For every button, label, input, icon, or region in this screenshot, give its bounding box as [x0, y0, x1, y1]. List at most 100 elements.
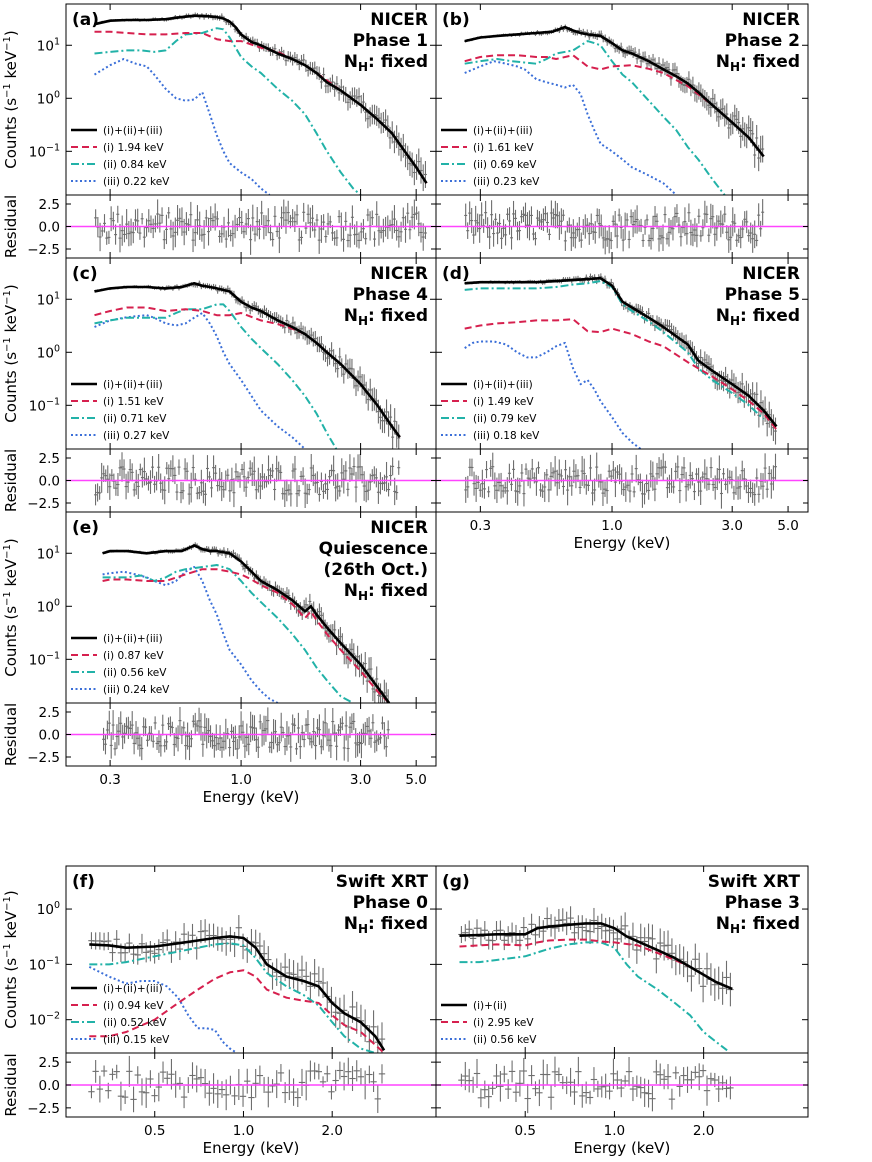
x-tick-label: 0.5 [144, 1123, 165, 1139]
panel-title-line: Phase 4 [353, 285, 429, 305]
series-total-line [459, 922, 733, 991]
x-tick-label: 5.0 [777, 518, 798, 534]
residual-tick-label: 0.0 [39, 1078, 60, 1094]
nh-fixed-label: NH: fixed [344, 52, 428, 74]
nh-fixed-label: NH: fixed [344, 914, 428, 936]
x-axis-label: Energy (keV) [574, 1139, 671, 1157]
panel-label: (c) [72, 264, 98, 284]
legend-entry: (i) 1.94 keV [103, 142, 164, 154]
legend-entry: (i) 0.94 keV [103, 1000, 164, 1012]
legend-f: (i)+(ii)+(iii) (i) 0.94 keV (ii) 0.52 keV (… [71, 983, 170, 1046]
x-axis-label: Energy (keV) [203, 788, 300, 806]
y-tick-label: 10−2 [29, 1011, 60, 1029]
x-tick-label: 1.0 [233, 1123, 254, 1139]
panel-label: (e) [72, 518, 99, 538]
residual-tick-label: 2.5 [39, 451, 60, 467]
x-tick-label: 0.5 [514, 1123, 535, 1139]
x-tick-label: 5.0 [405, 772, 426, 788]
legend-entry: (i)+(ii)+(iii) [473, 379, 533, 391]
panel-title-line: Swift XRT [708, 872, 801, 892]
nh-fixed-label: NH: fixed [716, 52, 800, 74]
residual-tick-label: 2.5 [39, 705, 60, 721]
legend-entry: (i)+(ii)+(iii) [103, 125, 163, 137]
y-tick-label: 10−1 [29, 650, 60, 668]
y-axis-label: Counts (s−1 keV−1) [2, 284, 20, 423]
x-axis-label: Energy (keV) [574, 534, 671, 552]
panel-label: (a) [72, 10, 99, 30]
residuals-c [94, 452, 401, 508]
panel-title-line: Quiescence [319, 539, 428, 559]
legend-entry: (ii) 0.52 keV [103, 1017, 167, 1029]
residual-tick-label: −2.5 [27, 496, 60, 512]
panel-title-line: Phase 3 [725, 893, 800, 913]
residuals-g [458, 1056, 734, 1114]
model-lines-c [94, 282, 401, 449]
panel-label: (g) [442, 872, 470, 892]
panel-title-line: Swift XRT [336, 872, 429, 892]
y-axis-label: Counts (s−1 keV−1) [2, 30, 20, 169]
residual-tick-label: −2.5 [27, 1101, 60, 1117]
legend-entry: (ii) 0.56 keV [473, 1034, 537, 1046]
legend-entry: (i) 1.51 keV [103, 396, 164, 408]
nh-fixed-label: NH: fixed [716, 914, 800, 936]
series-comp_ii-line [94, 27, 362, 195]
legend-entry: (ii) 0.69 keV [473, 159, 537, 171]
legend-b: (i)+(ii)+(iii) (i) 1.61 keV (ii) 0.69 keV (… [441, 125, 540, 188]
series-comp_iii-line [93, 58, 271, 195]
x-tick-label: 1.0 [601, 518, 622, 534]
legend-entry: (iii) 0.18 keV [473, 430, 540, 442]
model-lines-f [88, 935, 386, 1053]
panel-label: (d) [442, 264, 470, 284]
series-total-line [94, 14, 428, 184]
legend-entry: (i)+(ii)+(iii) [103, 983, 163, 995]
legend-e: (i)+(ii)+(iii) (i) 0.87 keV (ii) 0.56 keV (… [71, 633, 170, 696]
legend-entry: (i) 0.87 keV [103, 650, 164, 662]
residual-tick-label: 2.5 [39, 197, 60, 213]
residual-axis-label: Residual [2, 449, 20, 512]
series-total-line [464, 276, 778, 428]
legend-d: (i)+(ii)+(iii) (i) 1.49 keV (ii) 0.79 keV (… [441, 379, 540, 442]
legend-entry: (i)+(ii) [473, 1000, 507, 1012]
legend-entry: (iii) 0.24 keV [103, 684, 170, 696]
legend-entry: (i) 1.61 keV [473, 142, 534, 154]
y-axis-label: Counts (s−1 keV−1) [2, 890, 20, 1029]
series-comp_i-line [459, 938, 733, 990]
panel-title-line: Phase 0 [353, 893, 429, 913]
legend-entry: (i) 1.49 keV [473, 396, 534, 408]
series-comp_ii-line [459, 941, 728, 1052]
residual-axis-label: Residual [2, 195, 20, 258]
model-lines-e [102, 544, 391, 703]
model-lines-d [464, 276, 778, 449]
residual-tick-label: 2.5 [39, 1055, 60, 1071]
x-tick-label: 0.3 [470, 518, 491, 534]
legend-entry: (iii) 0.22 keV [103, 176, 170, 188]
panel-title-line: Phase 5 [725, 285, 800, 305]
panel-f: 100 10−1 10−2 2.5 0.0 −2.5 0.5 1.0 2.0 (f) Swift X… [2, 865, 437, 1157]
series-comp_i-line [102, 568, 390, 703]
nh-fixed-label: NH: fixed [716, 306, 800, 328]
x-tick-label: 3.0 [350, 772, 371, 788]
x-tick-label: 2.0 [693, 1123, 714, 1139]
series-comp_ii-line [464, 40, 726, 195]
panel-title-line: NICER [370, 10, 428, 30]
residual-tick-label: −2.5 [27, 750, 60, 766]
nh-fixed-label: NH: fixed [344, 581, 428, 603]
y-tick-label: 100 [37, 343, 60, 361]
legend-entry: (ii) 0.71 keV [103, 413, 167, 425]
x-tick-label: 1.0 [230, 772, 251, 788]
residual-tick-label: 0.0 [39, 474, 60, 490]
panel-label: (b) [442, 10, 470, 30]
residual-tick-label: −2.5 [27, 242, 60, 258]
legend-entry: (ii) 0.56 keV [103, 667, 167, 679]
residual-tick-label: 0.0 [39, 220, 60, 236]
y-tick-label: 10−1 [29, 396, 60, 414]
series-comp_ii-line [89, 942, 376, 1053]
nh-fixed-label: NH: fixed [344, 306, 428, 328]
legend-entry: (i)+(ii)+(iii) [103, 633, 163, 645]
legend-entry: (i)+(ii)+(iii) [103, 379, 163, 391]
x-tick-label: 0.3 [99, 772, 120, 788]
